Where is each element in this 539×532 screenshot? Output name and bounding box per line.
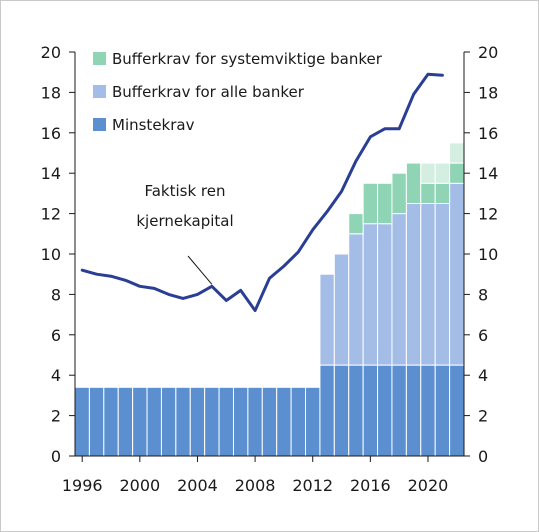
bar-2-2022: [449, 162, 465, 184]
bar-1-2020: [420, 203, 436, 366]
bar-2-2017: [377, 182, 393, 225]
y-tick-label-left-6: 6: [51, 326, 61, 345]
y-tick-label-right-0: 0: [478, 447, 488, 466]
x-tick-label-2012: 2012: [292, 476, 333, 495]
bar-0-1996: [74, 386, 90, 457]
bar-0-2018: [391, 364, 407, 457]
annotation-line-1: Faktisk ren: [144, 182, 225, 200]
annotation-pointer: [187, 255, 213, 285]
x-tick-label-2004: 2004: [177, 476, 218, 495]
bar-1-2018: [391, 213, 407, 366]
legend-swatch-minstekrav: [93, 118, 106, 131]
x-tick-label-1996: 1996: [62, 476, 103, 495]
bar-0-2010: [276, 386, 292, 457]
y-tick-label-left-8: 8: [51, 285, 61, 304]
y-tick-label-right-8: 8: [478, 285, 488, 304]
bar-0-2001: [146, 386, 162, 457]
bar-0-2020: [420, 364, 436, 457]
bar-0-2009: [261, 386, 278, 457]
stacked-bars: [74, 142, 465, 457]
bar-2-2021: [434, 182, 451, 205]
annotation-line-2: kjernekapital: [136, 212, 233, 230]
y-tick-label-left-14: 14: [41, 164, 61, 183]
bar-0-2013: [319, 364, 335, 457]
bar-0-2016: [362, 364, 379, 457]
bar-light-2-2022: [449, 142, 465, 164]
line-layer: [80, 72, 444, 313]
y-tick-label-right-14: 14: [478, 164, 498, 183]
bar-0-2008: [247, 386, 263, 457]
legend: Bufferkrav for systemviktige banker Buff…: [93, 50, 383, 134]
bar-light-2-2020: [420, 162, 436, 184]
x-tick-label-2000: 2000: [119, 476, 160, 495]
line-annotation: Faktisk ren kjernekapital: [136, 182, 234, 285]
bar-0-1998: [103, 386, 119, 457]
y-tick-label-left-0: 0: [51, 447, 61, 466]
bar-1-2014: [333, 253, 350, 366]
y-tick-label-right-12: 12: [478, 205, 498, 224]
bar-2-2016: [362, 182, 379, 225]
x-tick-label-2008: 2008: [235, 476, 276, 495]
y-tick-label-right-20: 20: [478, 43, 498, 62]
y-tick-label-right-16: 16: [478, 124, 498, 143]
bar-0-1997: [88, 386, 105, 457]
bar-0-2014: [333, 364, 350, 457]
bar-1-2021: [434, 203, 451, 366]
x-tick-label-2020: 2020: [408, 476, 449, 495]
y-tick-label-right-4: 4: [478, 366, 488, 385]
y-tick-label-left-4: 4: [51, 366, 61, 385]
line-faktisk-ren-kjernekapital: [80, 72, 444, 313]
legend-label-systemviktige: Bufferkrav for systemviktige banker: [112, 50, 383, 68]
y-tick-label-left-12: 12: [41, 205, 61, 224]
y-tick-label-right-10: 10: [478, 245, 498, 264]
bar-0-2022: [449, 364, 465, 457]
bar-0-2019: [405, 364, 422, 457]
bar-0-2021: [434, 364, 451, 457]
bar-1-2016: [362, 223, 379, 366]
y-tick-label-left-20: 20: [41, 43, 61, 62]
bar-1-2015: [348, 233, 364, 366]
legend-label-minstekrav: Minstekrav: [112, 116, 195, 134]
bar-0-2002: [160, 386, 177, 457]
bar-0-2000: [132, 386, 148, 457]
y-tick-label-right-2: 2: [478, 407, 488, 426]
y-tick-label-left-16: 16: [41, 124, 61, 143]
y-tick-label-left-18: 18: [41, 83, 61, 102]
bar-light-2-2021: [434, 162, 451, 184]
x-tick-label-2016: 2016: [350, 476, 391, 495]
bar-0-2012: [305, 386, 321, 457]
bar-0-1999: [117, 386, 134, 457]
bar-2-2018: [391, 172, 407, 215]
bar-2-2019: [405, 162, 422, 205]
bar-0-2017: [377, 364, 393, 457]
y-tick-label-right-6: 6: [478, 326, 488, 345]
y-tick-label-left-2: 2: [51, 407, 61, 426]
bar-0-2007: [232, 386, 249, 457]
y-tick-label-left-10: 10: [41, 245, 61, 264]
bar-2-2015: [348, 213, 364, 235]
legend-swatch-alle-banker: [93, 85, 106, 98]
bar-0-2011: [290, 386, 307, 457]
bar-1-2017: [377, 223, 393, 366]
bar-0-2004: [189, 386, 206, 457]
bar-1-2019: [405, 203, 422, 366]
bar-0-2006: [218, 386, 234, 457]
bar-1-2013: [319, 273, 335, 366]
bar-0-2003: [175, 386, 191, 457]
legend-swatch-systemviktige: [93, 52, 106, 65]
bar-1-2022: [449, 182, 465, 366]
bar-0-2015: [348, 364, 364, 457]
legend-label-alle-banker: Bufferkrav for alle banker: [112, 83, 305, 101]
bar-2-2020: [420, 182, 436, 205]
y-tick-label-right-18: 18: [478, 83, 498, 102]
bar-0-2005: [204, 386, 220, 457]
